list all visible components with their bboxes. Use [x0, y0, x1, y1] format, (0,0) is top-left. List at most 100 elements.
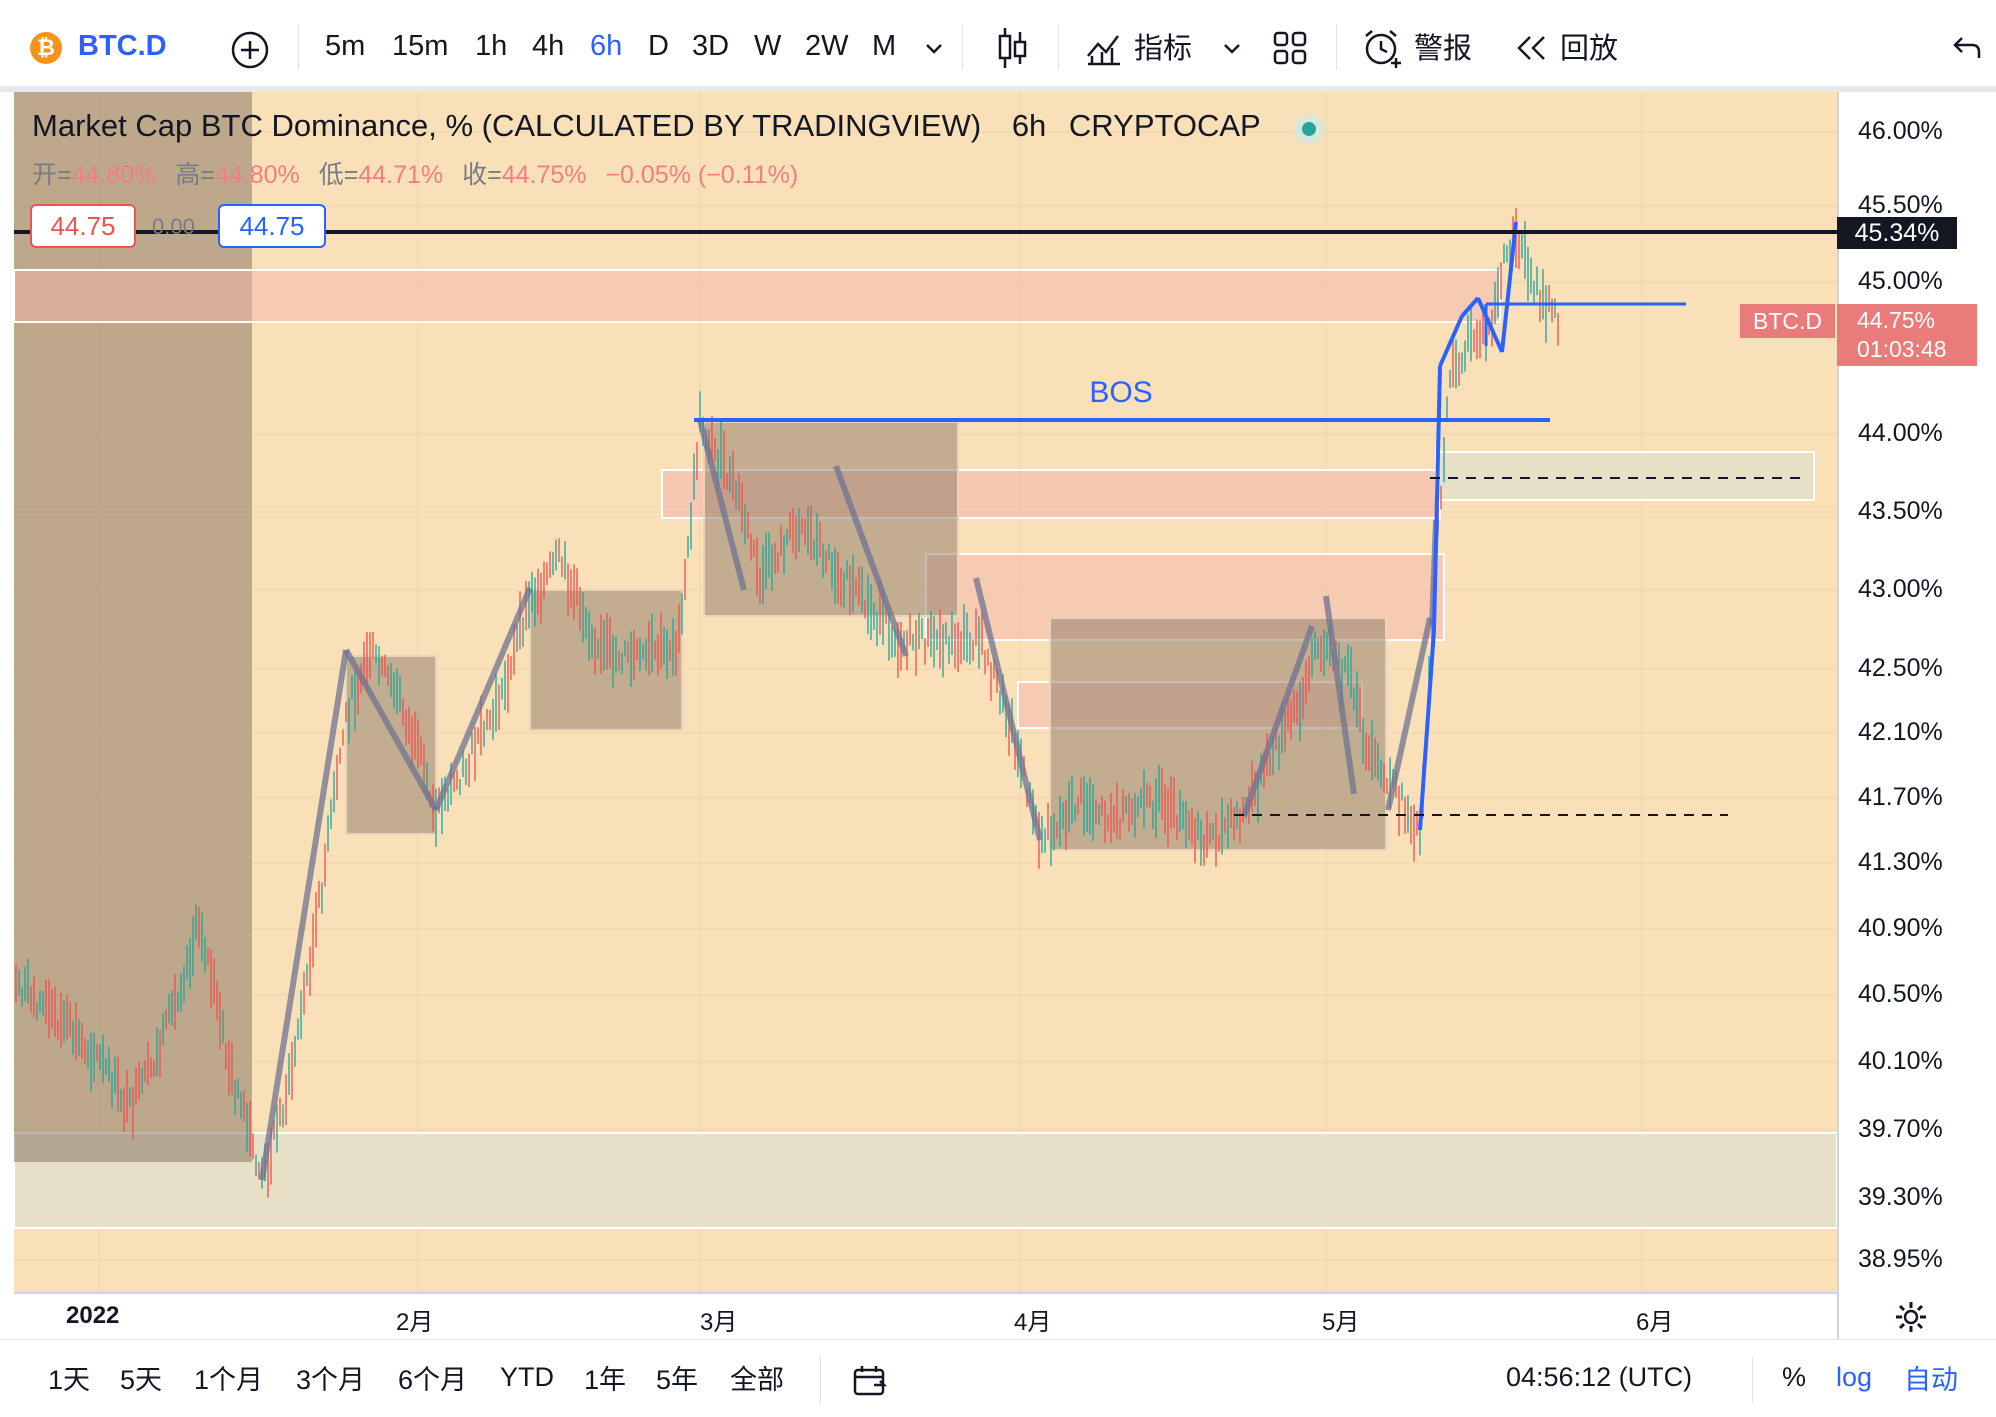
impulse-line — [1500, 221, 1518, 353]
auto-scale-toggle[interactable]: 自动 — [1904, 1365, 1958, 1395]
interval-button[interactable]: 1h — [475, 29, 508, 62]
indicators-icon[interactable] — [1084, 28, 1124, 68]
top-toolbar: ₿ BTC.D 5m 15m 1h 4h 6h D 3D W 2W M 指标 — [0, 0, 1996, 92]
interval-button[interactable]: D — [648, 29, 669, 62]
footer-divider — [1752, 1357, 1753, 1403]
swing-line — [433, 586, 533, 812]
replay-button[interactable]: 回放 — [1560, 33, 1619, 65]
utc-clock[interactable]: 04:56:12 (UTC) — [1506, 1362, 1693, 1392]
price-scale-label: 40.10% — [1858, 1047, 1943, 1075]
consolidation-box — [529, 589, 683, 731]
horizontal-line-price-label: 45.34% — [1837, 217, 1957, 249]
swing-line — [697, 419, 747, 591]
time-axis-label: 6月 — [1636, 1309, 1674, 1336]
indicators-button[interactable]: 指标 — [1134, 33, 1193, 65]
close-value: 44.75% — [501, 161, 587, 189]
range-button[interactable]: 5天 — [120, 1365, 163, 1395]
swing-line — [343, 648, 439, 812]
candlestick-icon[interactable] — [996, 26, 1028, 70]
chart-pane[interactable]: BOS — [14, 92, 1837, 1339]
bar-countdown: 01:03:48 — [1857, 336, 1947, 362]
time-axis-label: 4月 — [1014, 1309, 1052, 1336]
price-scale-label: 43.50% — [1858, 497, 1943, 525]
market-status-icon[interactable] — [1292, 112, 1326, 146]
range-button[interactable]: 1年 — [584, 1365, 627, 1395]
time-axis[interactable] — [14, 1292, 1837, 1339]
price-scale-label: 41.70% — [1858, 783, 1943, 811]
price-scale[interactable] — [1837, 92, 1996, 1339]
price-scale-label: 42.10% — [1858, 718, 1943, 746]
undo-arrow-icon[interactable] — [1952, 34, 1982, 62]
alerts-button[interactable]: 警报 — [1414, 33, 1473, 65]
alarm-clock-icon[interactable] — [1362, 28, 1404, 68]
interval-button[interactable]: 6h — [590, 29, 623, 62]
interval-button[interactable]: 4h — [532, 29, 565, 62]
interval-button[interactable]: 15m — [392, 29, 449, 62]
impulse-line — [1418, 629, 1436, 831]
interval-button[interactable]: 2W — [805, 29, 849, 62]
current-price-tag: 44.75% 01:03:48 — [1837, 304, 1977, 366]
low-value: 44.71% — [358, 161, 444, 189]
current-symbol-tag: BTC.D — [1740, 304, 1835, 338]
swing-line — [259, 649, 349, 1181]
time-axis-label: 2月 — [396, 1309, 434, 1336]
open-value: 44.80% — [71, 161, 157, 189]
bottom-toolbar — [0, 1339, 1996, 1417]
range-button[interactable]: 1天 — [48, 1365, 91, 1395]
chart-legend-title: Market Cap BTC Dominance, % (CALCULATED … — [32, 108, 1261, 144]
price-scale-label: 46.00% — [1858, 117, 1943, 145]
price-scale-label: 40.50% — [1858, 980, 1943, 1008]
chevron-down-icon[interactable] — [922, 36, 946, 60]
price-scale-label: 43.00% — [1858, 575, 1943, 603]
range-button[interactable]: 6个月 — [398, 1365, 468, 1395]
swing-line — [1241, 624, 1315, 818]
time-axis-label: 3月 — [700, 1309, 738, 1336]
buy-button[interactable]: 44.75 — [218, 204, 326, 248]
range-button[interactable]: YTD — [500, 1362, 554, 1392]
impulse-line — [1460, 296, 1480, 318]
price-scale-label: 44.00% — [1858, 419, 1943, 447]
interval-button[interactable]: M — [872, 29, 897, 62]
chevron-down-icon[interactable] — [1220, 36, 1244, 60]
impulse-line — [1476, 297, 1504, 353]
range-button[interactable]: 3个月 — [296, 1365, 366, 1395]
swing-line — [1385, 617, 1433, 811]
demand-zone — [1435, 451, 1815, 501]
range-button[interactable]: 5年 — [656, 1365, 699, 1395]
range-button[interactable]: 1个月 — [194, 1365, 264, 1395]
sell-button[interactable]: 44.75 — [30, 204, 136, 248]
impulse-line — [1432, 365, 1442, 631]
bitcoin-logo-icon: ₿ — [30, 32, 62, 64]
range-button[interactable]: 全部 — [730, 1365, 784, 1395]
price-scale-label: 39.30% — [1858, 1183, 1943, 1211]
spread-value: 0.00 — [152, 214, 195, 239]
ohlc-values: 开=44.80% 高=44.80% 低=44.71% 收=44.75% −0.0… — [32, 161, 799, 189]
price-chart-canvas[interactable]: BOS — [14, 92, 1837, 1339]
toolbar-divider — [1058, 24, 1059, 70]
log-scale-toggle[interactable]: log — [1836, 1362, 1873, 1392]
price-scale-label: 40.90% — [1858, 914, 1943, 942]
layout-grid-icon[interactable] — [1272, 30, 1308, 66]
symbol-search-button[interactable]: BTC.D — [78, 29, 167, 62]
go-to-date-icon[interactable] — [852, 1364, 890, 1398]
swing-line — [973, 577, 1043, 841]
toolbar-divider — [962, 24, 963, 70]
settings-gear-icon[interactable] — [1894, 1300, 1928, 1334]
toolbar-divider — [298, 24, 299, 70]
change-value: −0.05% (−0.11%) — [605, 161, 799, 189]
footer-divider — [820, 1357, 821, 1403]
interval-button[interactable]: 5m — [325, 29, 366, 62]
interval-button[interactable]: 3D — [692, 29, 730, 62]
supply-zone — [14, 269, 1501, 323]
time-axis-label: 5月 — [1322, 1309, 1360, 1336]
impulse-line — [1438, 315, 1464, 367]
price-scale-label: 42.50% — [1858, 654, 1943, 682]
interval-button[interactable]: W — [754, 29, 782, 62]
toolbar-divider — [1336, 24, 1337, 70]
compare-add-icon[interactable] — [230, 30, 270, 70]
swing-line — [833, 464, 909, 658]
support-zone — [14, 1132, 1837, 1229]
high-value: 44.80% — [214, 161, 300, 189]
percent-scale-toggle[interactable]: % — [1782, 1362, 1807, 1392]
replay-rewind-icon[interactable] — [1514, 34, 1548, 62]
